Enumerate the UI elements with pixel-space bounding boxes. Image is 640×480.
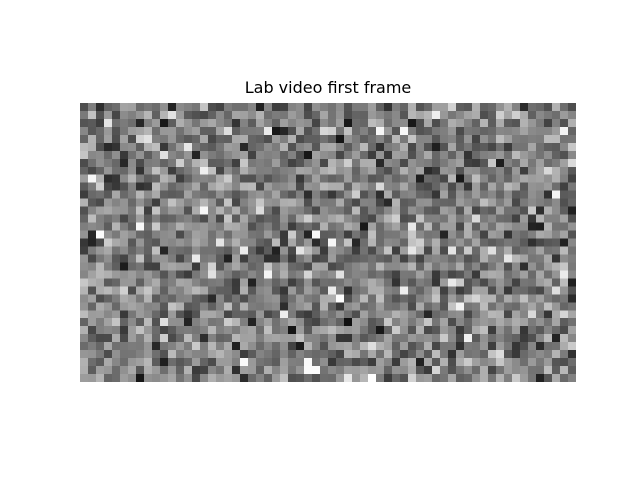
video-frame-image — [80, 103, 576, 382]
figure-title: Lab video first frame — [0, 78, 640, 98]
